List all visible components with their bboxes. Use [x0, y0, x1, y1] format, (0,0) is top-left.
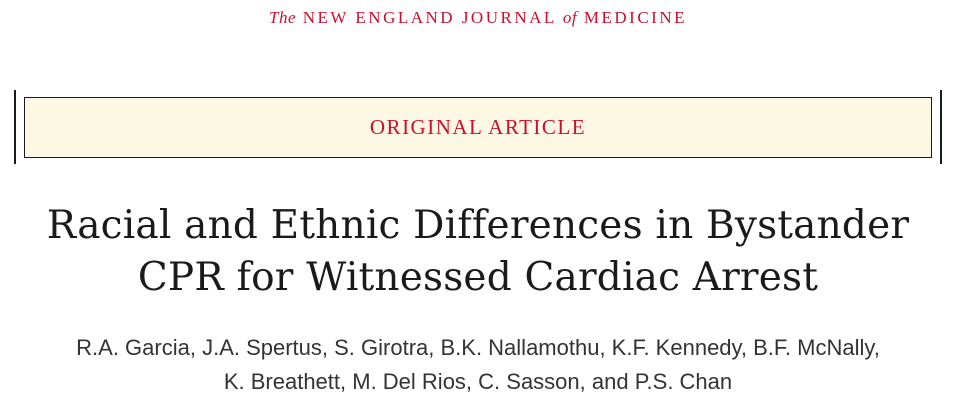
author-list-line-2: K. Breathett, M. Del Rios, C. Sasson, an… — [223, 369, 733, 394]
masthead-part1: NEW ENGLAND JOURNAL — [302, 8, 557, 27]
author-list: R.A. Garcia, J.A. Spertus, S. Girotra, B… — [0, 331, 956, 399]
masthead-part2: MEDICINE — [583, 8, 687, 27]
masthead-the: The — [269, 8, 297, 27]
article-type-banner: ORIGINAL ARTICLE — [24, 97, 932, 158]
author-list-line-1: R.A. Garcia, J.A. Spertus, S. Girotra, B… — [76, 335, 880, 360]
journal-masthead: The NEW ENGLAND JOURNAL of MEDICINE — [0, 8, 956, 28]
article-type-label: ORIGINAL ARTICLE — [369, 115, 587, 139]
article-title-line-1: Racial and Ethnic Differences in Bystand… — [46, 203, 910, 248]
banner-frame — [14, 90, 942, 164]
article-title-line-2: CPR for Witnessed Cardiac Arrest — [137, 255, 819, 300]
article-title: Racial and Ethnic Differences in Bystand… — [0, 200, 956, 304]
masthead-of: of — [562, 8, 578, 27]
